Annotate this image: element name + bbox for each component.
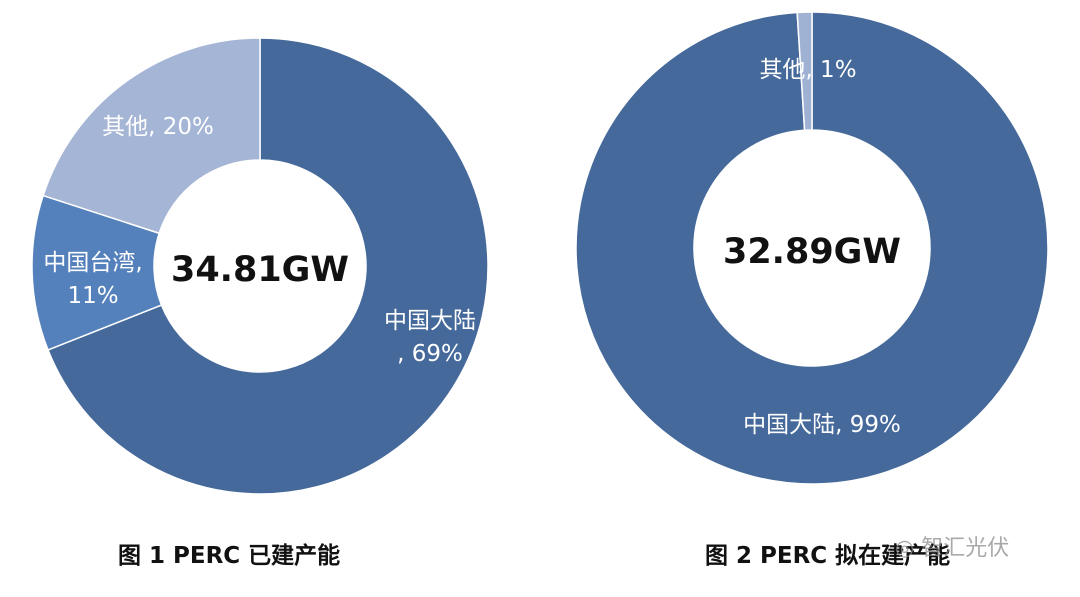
slice-其他 bbox=[796, 11, 813, 132]
slice-label-其他: 其他, 20% bbox=[102, 114, 214, 140]
slice-label-中国大陆: , 69% bbox=[397, 341, 463, 367]
slice-label-中国台湾: 11% bbox=[67, 283, 118, 309]
slice-label-中国台湾: 中国台湾, bbox=[43, 250, 142, 276]
watermark: ◎ 智汇光伏 bbox=[895, 530, 1009, 562]
wechat-icon: ◎ bbox=[895, 536, 915, 561]
slice-label-其他: 其他, 1% bbox=[759, 57, 856, 83]
slice-label-中国大陆: 中国大陆 bbox=[384, 308, 476, 334]
chart-1-caption: 图 1 PERC 已建产能 bbox=[118, 543, 341, 569]
slice-其他 bbox=[42, 37, 261, 235]
donut-chart-2: 中国大陆, 99% 其他, 1% 32.89GW bbox=[575, 11, 1049, 485]
chart-2-caption: 图 2 PERC 拟在建产能 bbox=[705, 543, 951, 569]
center-total: 32.89GW bbox=[723, 232, 901, 272]
slice-中国大陆 bbox=[575, 11, 1049, 485]
slice-中国大陆 bbox=[47, 37, 489, 495]
donut-chart-1: 中国大陆 , 69% 中国台湾, 11% 其他, 20% 34.81GW bbox=[31, 37, 489, 495]
center-total: 34.81GW bbox=[171, 250, 349, 290]
watermark-text: 智汇光伏 bbox=[921, 536, 1010, 561]
slice-label-中国大陆: 中国大陆, 99% bbox=[743, 412, 901, 438]
